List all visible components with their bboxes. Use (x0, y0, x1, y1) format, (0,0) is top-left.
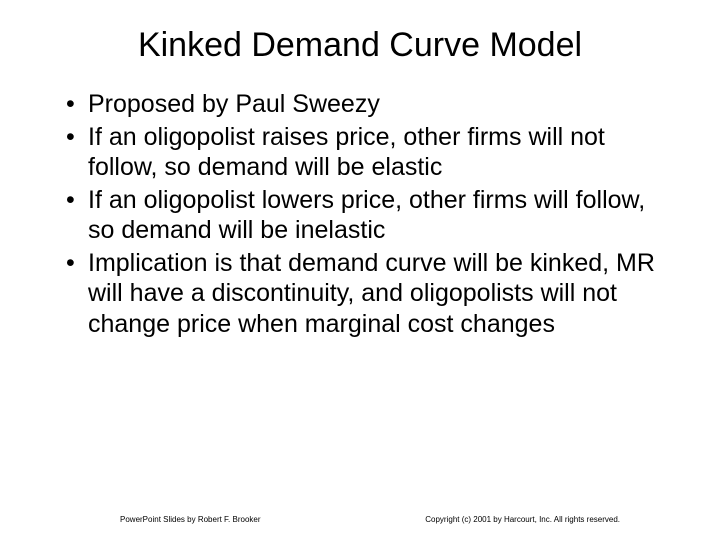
bullet-item: If an oligopolist raises price, other fi… (66, 122, 668, 183)
bullet-item: Proposed by Paul Sweezy (66, 89, 668, 120)
slide-title: Kinked Demand Curve Model (52, 26, 668, 65)
slide-footer: PowerPoint Slides by Robert F. Brooker C… (0, 515, 720, 524)
footer-right-text: Copyright (c) 2001 by Harcourt, Inc. All… (425, 515, 620, 524)
bullet-item: Implication is that demand curve will be… (66, 248, 668, 340)
footer-left-text: PowerPoint Slides by Robert F. Brooker (120, 515, 261, 524)
bullet-item: If an oligopolist lowers price, other fi… (66, 185, 668, 246)
slide: Kinked Demand Curve Model Proposed by Pa… (0, 0, 720, 540)
bullet-list: Proposed by Paul Sweezy If an oligopolis… (52, 89, 668, 339)
